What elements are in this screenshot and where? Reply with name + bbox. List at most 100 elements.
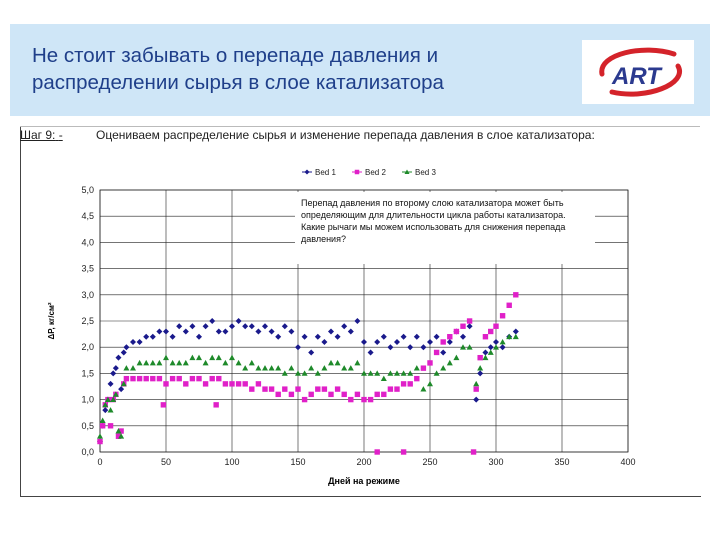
- data-point: [413, 333, 420, 340]
- data-point: [209, 375, 215, 382]
- annotation-box: [295, 192, 595, 264]
- y-tick-labels: 0,0 0,5 1,0 1,5 2,0 2,5 3,0 3,5 4,0 4,5 5,0: [81, 185, 94, 457]
- legend-label: Bed 1: [315, 168, 336, 177]
- data-point: [466, 344, 473, 350]
- data-point: [163, 354, 169, 361]
- data-point: [341, 365, 348, 371]
- y-tick-label: 0,5: [81, 421, 94, 431]
- data-point: [202, 381, 209, 387]
- data-point: [381, 391, 387, 398]
- data-point: [394, 370, 400, 376]
- data-point: [288, 365, 295, 371]
- data-point: [196, 333, 202, 340]
- x-tick-label: 100: [224, 457, 239, 467]
- data-point: [215, 328, 222, 335]
- data-point: [341, 323, 348, 330]
- data-point: [216, 375, 222, 382]
- data-point: [487, 344, 494, 351]
- data-point: [473, 380, 480, 387]
- data-point: [110, 396, 117, 402]
- data-point: [107, 407, 114, 413]
- art-logo: ART: [582, 40, 694, 104]
- data-point: [407, 370, 414, 376]
- chart-axes: [99, 189, 629, 453]
- data-point: [334, 386, 341, 392]
- step-label-text: Шаг 9:: [20, 128, 56, 142]
- data-point: [295, 344, 301, 351]
- data-point: [107, 423, 114, 429]
- data-point: [482, 349, 489, 356]
- data-point: [380, 375, 387, 382]
- data-point: [281, 323, 288, 330]
- data-point: [202, 359, 209, 366]
- data-point: [123, 344, 130, 351]
- data-point: [120, 380, 127, 387]
- data-point: [367, 349, 374, 356]
- data-point: [453, 354, 460, 361]
- data-point: [512, 328, 519, 335]
- data-point: [262, 365, 268, 371]
- data-point: [156, 375, 163, 382]
- data-point: [400, 370, 407, 376]
- data-point: [301, 333, 308, 340]
- data-point: [136, 375, 143, 382]
- data-point: [268, 386, 275, 392]
- legend-entry: Bed 3: [402, 168, 436, 177]
- data-point: [248, 359, 255, 366]
- data-point: [466, 318, 473, 324]
- data-point: [499, 313, 506, 319]
- data-point: [242, 381, 248, 387]
- data-point: [282, 386, 288, 392]
- legend-label: Bed 2: [365, 168, 386, 177]
- data-point: [427, 380, 433, 387]
- data-point: [202, 323, 209, 330]
- data-point: [112, 365, 119, 372]
- data-point: [249, 386, 255, 392]
- data-point: [136, 359, 143, 366]
- data-point: [440, 365, 447, 371]
- y-tick-label: 0,0: [81, 447, 94, 457]
- data-point: [242, 365, 249, 371]
- data-point: [512, 333, 519, 340]
- data-point: [473, 386, 479, 392]
- data-point: [182, 359, 189, 366]
- data-point: [275, 365, 282, 371]
- x-tick-label: 250: [422, 457, 437, 467]
- data-point: [354, 391, 361, 398]
- data-point: [414, 375, 420, 382]
- data-point: [367, 370, 374, 376]
- x-tick-label: 0: [97, 457, 102, 467]
- data-point: [242, 323, 249, 330]
- data-point: [143, 333, 150, 340]
- data-point: [163, 381, 169, 387]
- data-point: [107, 380, 114, 387]
- data-point: [413, 365, 420, 371]
- data-point: [169, 359, 176, 366]
- data-point: [433, 370, 440, 376]
- data-point: [328, 359, 334, 366]
- slide-title-line1: Не стоит забывать о перепаде давления и: [32, 44, 439, 67]
- data-point: [156, 359, 163, 366]
- data-point: [482, 354, 489, 361]
- data-point: [189, 375, 196, 382]
- data-point: [374, 338, 381, 345]
- data-point: [215, 354, 222, 361]
- data-point: [115, 428, 122, 434]
- data-point: [163, 328, 169, 335]
- data-point: [506, 333, 513, 340]
- data-point: [499, 344, 506, 351]
- legend-entry: Bed 1: [302, 168, 336, 177]
- data-point: [104, 396, 111, 402]
- data-point: [115, 354, 122, 361]
- data-point: [387, 370, 394, 376]
- data-point: [347, 328, 354, 335]
- data-point: [209, 354, 216, 361]
- data-point: [130, 338, 136, 345]
- data-point: [487, 349, 494, 355]
- step-label: Шаг 9: -: [20, 128, 63, 142]
- y-tick-label: 1,5: [81, 368, 94, 378]
- pressure-drop-chart: 0,0 0,5 1,0 1,5 2,0 2,5 3,0 3,5 4,0 4,5 5,0 0 50 100…: [47, 168, 636, 486]
- data-point: [387, 344, 394, 351]
- data-point: [123, 365, 130, 371]
- data-point: [136, 338, 143, 345]
